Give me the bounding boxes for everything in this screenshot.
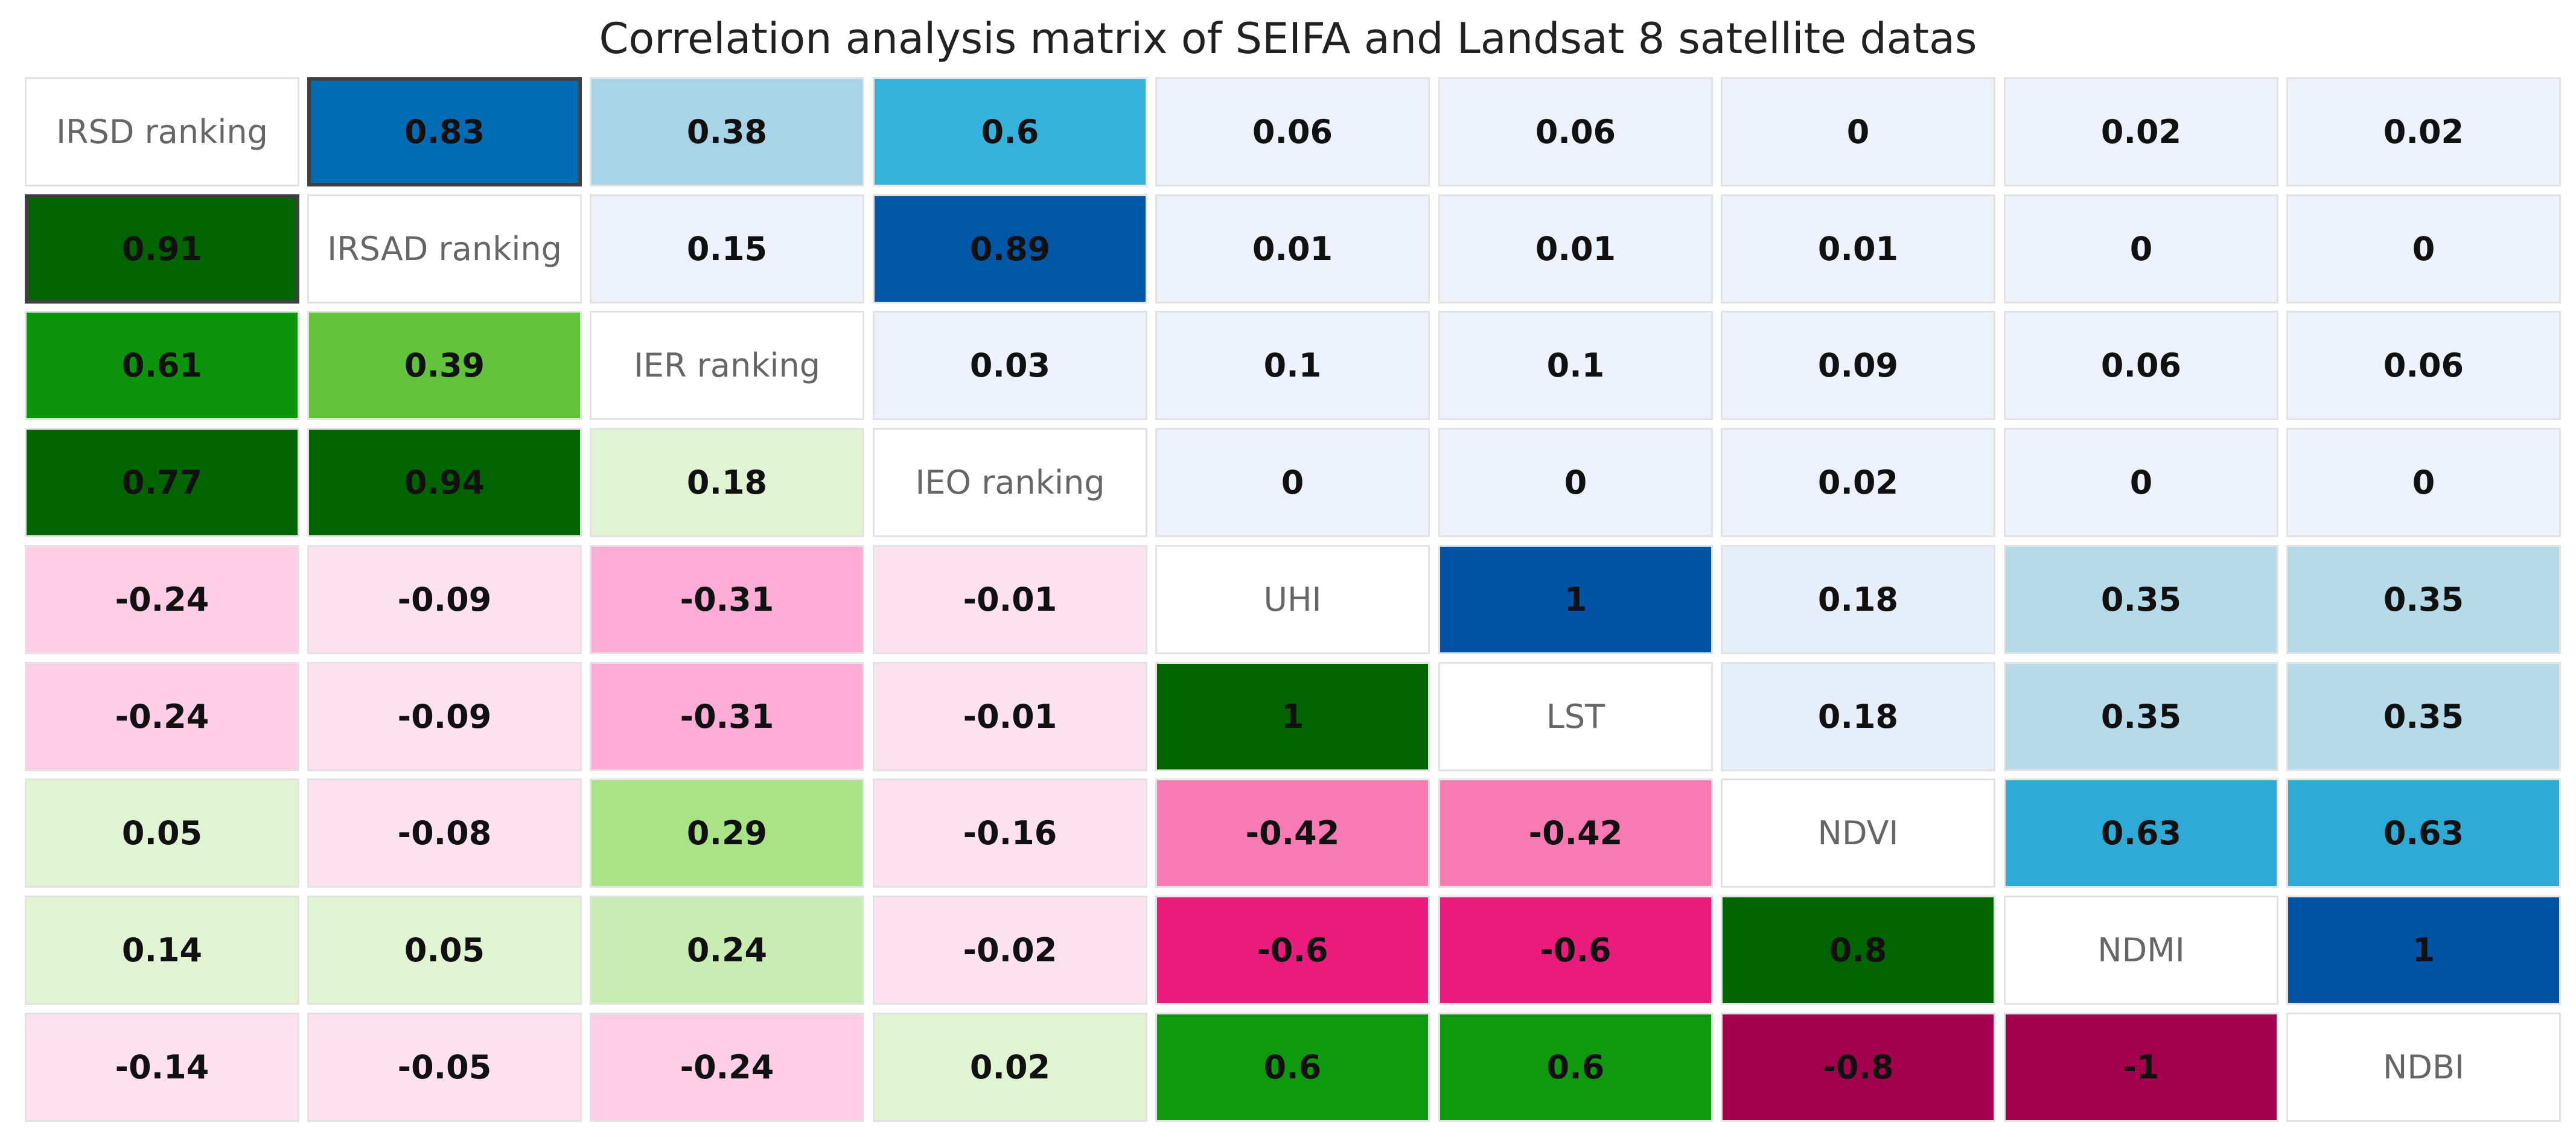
heatmap-cell: 0.6	[1438, 1013, 1713, 1122]
heatmap-cell: 0.63	[2286, 778, 2561, 888]
heatmap-cell: 0.35	[2286, 662, 2561, 771]
heatmap-cell: 0	[2286, 194, 2561, 304]
heatmap-cell: 0.35	[2004, 545, 2278, 654]
heatmap-cell: 0.35	[2286, 545, 2561, 654]
variable-label: IEO ranking	[873, 428, 1147, 537]
heatmap-cell: 0.09	[1721, 311, 1995, 420]
heatmap-cell: 0.01	[1438, 194, 1713, 304]
variable-label: NDVI	[1721, 778, 1995, 888]
heatmap-cell: 0	[2286, 428, 2561, 537]
variable-label: IRSAD ranking	[307, 194, 582, 304]
heatmap-cell: -0.42	[1155, 778, 1430, 888]
heatmap-cell: 0.06	[2004, 311, 2278, 420]
variable-label: UHI	[1155, 545, 1430, 654]
heatmap-cell: -0.6	[1155, 896, 1430, 1005]
heatmap-cell: 0.18	[1721, 545, 1995, 654]
heatmap-cell: 0.02	[1721, 428, 1995, 537]
heatmap-cell: 0.8	[1721, 896, 1995, 1005]
heatmap-cell: -0.09	[307, 662, 582, 771]
variable-label: LST	[1438, 662, 1713, 771]
heatmap-cell: -0.42	[1438, 778, 1713, 888]
heatmap-cell: 0.15	[590, 194, 864, 304]
heatmap-cell: -0.01	[873, 662, 1147, 771]
heatmap-cell: 0.6	[1155, 1013, 1430, 1122]
heatmap-cell: -0.16	[873, 778, 1147, 888]
heatmap-cell: 0.94	[307, 428, 582, 537]
heatmap-cell: 0.29	[590, 778, 864, 888]
heatmap-cell: -0.01	[873, 545, 1147, 654]
heatmap-cell: 0.1	[1438, 311, 1713, 420]
heatmap-cell: -0.24	[25, 662, 299, 771]
heatmap-cell: 0.06	[1155, 77, 1430, 186]
heatmap-cell: -0.31	[590, 662, 864, 771]
heatmap-cell: 0.02	[873, 1013, 1147, 1122]
heatmap-cell: -0.6	[1438, 896, 1713, 1005]
variable-label: IRSD ranking	[25, 77, 299, 186]
heatmap-cell: -0.05	[307, 1013, 582, 1122]
heatmap-cell: -0.8	[1721, 1013, 1995, 1122]
heatmap-cell: -0.24	[590, 1013, 864, 1122]
heatmap-cell: 0.89	[873, 194, 1147, 304]
heatmap-cell: 0	[2004, 194, 2278, 304]
heatmap-cell: 0.05	[25, 778, 299, 888]
heatmap-cell: 0.06	[1438, 77, 1713, 186]
heatmap-cell: 0.1	[1155, 311, 1430, 420]
heatmap-cell: 0.06	[2286, 311, 2561, 420]
heatmap-cell: 0.24	[590, 896, 864, 1005]
heatmap-cell: -1	[2004, 1013, 2278, 1122]
heatmap-cell: -0.31	[590, 545, 864, 654]
variable-label: NDMI	[2004, 896, 2278, 1005]
heatmap-cell: 0.63	[2004, 778, 2278, 888]
heatmap-cell: 0	[1438, 428, 1713, 537]
heatmap-cell: -0.14	[25, 1013, 299, 1122]
heatmap-cell: 1	[2286, 896, 2561, 1005]
variable-label: NDBI	[2286, 1013, 2561, 1122]
heatmap-cell: 0.18	[590, 428, 864, 537]
heatmap-cell: -0.02	[873, 896, 1147, 1005]
heatmap-cell: 0.02	[2286, 77, 2561, 186]
heatmap-cell: -0.24	[25, 545, 299, 654]
heatmap-cell: -0.08	[307, 778, 582, 888]
heatmap-cell: 1	[1438, 545, 1713, 654]
heatmap-cell: -0.09	[307, 545, 582, 654]
heatmap-cell: 0.38	[590, 77, 864, 186]
heatmap-cell: 0.83	[307, 77, 582, 186]
heatmap-cell: 0.01	[1155, 194, 1430, 304]
chart-title: Correlation analysis matrix of SEIFA and…	[599, 14, 1977, 63]
heatmap-cell: 0.6	[873, 77, 1147, 186]
heatmap-cell: 0.05	[307, 896, 582, 1005]
heatmap-cell: 0.03	[873, 311, 1147, 420]
correlation-matrix: IRSD ranking 0.83 0.38 0.6 0.06 0.06 0 0.02 0.02…	[25, 77, 2565, 1133]
heatmap-cell: 0.91	[25, 194, 299, 304]
heatmap-cell: 0	[1721, 77, 1995, 186]
heatmap-cell: 0.77	[25, 428, 299, 537]
heatmap-cell: 0	[1155, 428, 1430, 537]
heatmap-cell: 0.18	[1721, 662, 1995, 771]
heatmap-cell: 0.39	[307, 311, 582, 420]
heatmap-cell: 0.14	[25, 896, 299, 1005]
heatmap-cell: 0.01	[1721, 194, 1995, 304]
heatmap-cell: 0	[2004, 428, 2278, 537]
heatmap-cell: 0.61	[25, 311, 299, 420]
heatmap-cell: 0.35	[2004, 662, 2278, 771]
variable-label: IER ranking	[590, 311, 864, 420]
heatmap-cell: 1	[1155, 662, 1430, 771]
heatmap-cell: 0.02	[2004, 77, 2278, 186]
